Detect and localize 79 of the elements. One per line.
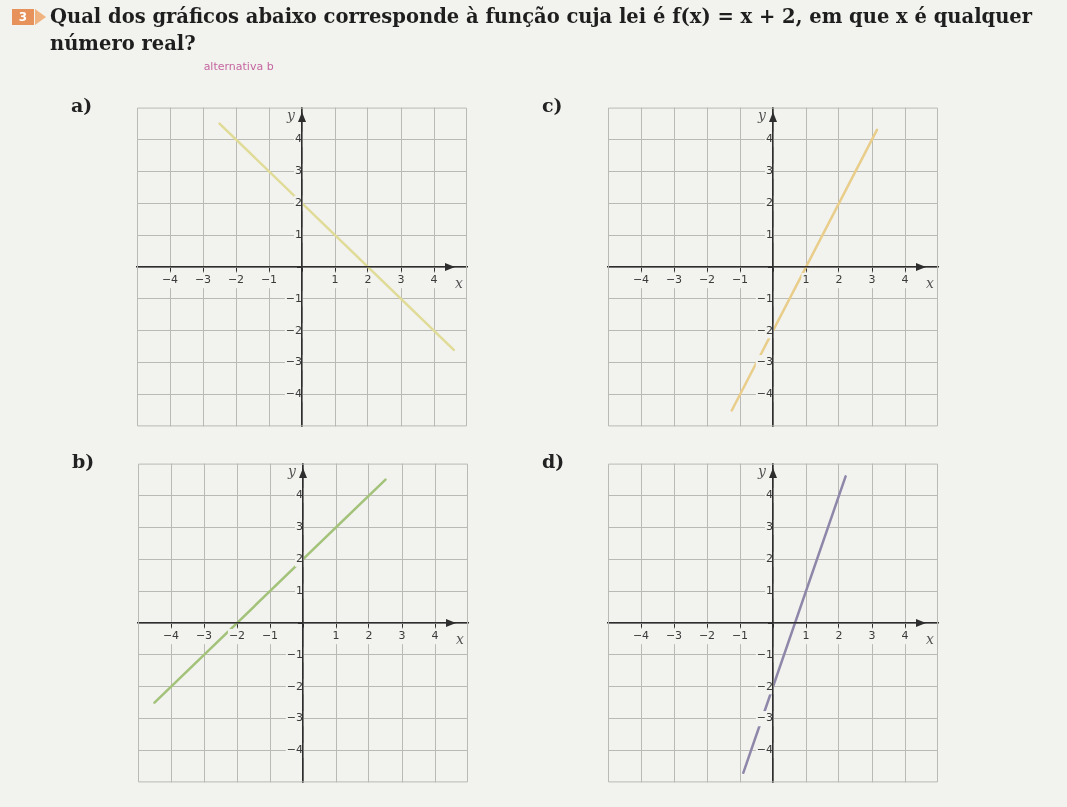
- y-axis-title: y: [286, 107, 297, 124]
- y-tick-label: 2: [766, 552, 773, 566]
- chart-title: d): [542, 450, 565, 472]
- y-tick-label: −2: [285, 323, 302, 337]
- y-tick-label: 1: [766, 583, 773, 597]
- y-tick-label: −3: [285, 355, 302, 369]
- y-tick-label: −1: [756, 647, 773, 661]
- x-tick-label: −4: [162, 629, 180, 643]
- chart-title: c): [542, 94, 563, 116]
- y-tick-label: −3: [756, 355, 773, 369]
- x-tick-label: −1: [260, 273, 278, 287]
- x-tick-label: −3: [665, 629, 683, 643]
- x-tick-label: −1: [731, 629, 749, 643]
- x-axis-title: x: [926, 630, 935, 647]
- x-tick-label: 1: [331, 273, 339, 287]
- y-tick-label: −1: [286, 647, 303, 661]
- y-tick-label: 4: [766, 488, 773, 502]
- y-tick-label: −2: [756, 679, 773, 693]
- x-tick-label: −4: [161, 273, 179, 287]
- x-tick-label: −2: [227, 273, 245, 287]
- x-tick-label: −3: [194, 273, 212, 287]
- x-tick-label: −3: [665, 273, 683, 287]
- y-tick-label: 1: [295, 227, 302, 241]
- x-tick-label: 1: [802, 273, 810, 287]
- x-tick-label: −1: [731, 273, 749, 287]
- y-axis-title: y: [757, 107, 768, 124]
- y-tick-label: −4: [285, 387, 302, 401]
- x-tick-label: −2: [698, 273, 716, 287]
- x-tick-label: 3: [398, 629, 406, 643]
- y-axis-title: y: [757, 463, 768, 480]
- y-tick-label: 4: [295, 132, 302, 146]
- x-tick-label: −4: [632, 629, 650, 643]
- x-tick-label: 2: [835, 273, 843, 287]
- y-tick-label: 1: [766, 227, 773, 241]
- text: alternativa b: [203, 60, 274, 73]
- x-tick-label: 4: [430, 273, 438, 287]
- y-tick-label: 3: [766, 520, 773, 534]
- y-tick-label: −2: [756, 323, 773, 337]
- y-tick-label: 2: [296, 552, 303, 566]
- x-tick-label: 4: [901, 629, 909, 643]
- y-tick-label: 4: [296, 488, 303, 502]
- x-tick-label: 2: [365, 629, 373, 643]
- y-tick-label: −3: [286, 711, 303, 725]
- x-axis-title: x: [455, 274, 464, 291]
- x-tick-label: 1: [802, 629, 810, 643]
- y-tick-label: 3: [296, 520, 303, 534]
- x-tick-label: 4: [901, 273, 909, 287]
- x-tick-label: 4: [431, 629, 439, 643]
- x-tick-label: −2: [698, 629, 716, 643]
- y-tick-label: 2: [766, 196, 773, 210]
- y-tick-label: −3: [756, 711, 773, 725]
- y-tick-label: −4: [756, 387, 773, 401]
- x-tick-label: 2: [364, 273, 372, 287]
- chart-title: a): [71, 94, 93, 116]
- x-tick-label: 3: [868, 629, 876, 643]
- y-tick-label: −4: [286, 743, 303, 757]
- text: 3: [12, 9, 34, 25]
- y-tick-label: −2: [286, 679, 303, 693]
- chart-title: b): [72, 450, 95, 472]
- y-tick-label: −1: [285, 291, 302, 305]
- y-tick-label: −4: [756, 743, 773, 757]
- y-tick-label: −1: [756, 291, 773, 305]
- x-axis-title: x: [456, 630, 465, 647]
- x-tick-label: 1: [332, 629, 340, 643]
- x-tick-label: −1: [261, 629, 279, 643]
- y-tick-label: 3: [766, 164, 773, 178]
- x-tick-label: −3: [195, 629, 213, 643]
- x-tick-label: 3: [868, 273, 876, 287]
- y-tick-label: 1: [296, 583, 303, 597]
- x-tick-label: −4: [632, 273, 650, 287]
- x-tick-label: 3: [397, 273, 405, 287]
- x-tick-label: 2: [835, 629, 843, 643]
- x-axis-title: x: [926, 274, 935, 291]
- y-axis-title: y: [287, 463, 298, 480]
- y-tick-label: 4: [766, 132, 773, 146]
- x-tick-label: −2: [228, 629, 246, 643]
- text: Qual dos gráficos abaixo corresponde à função cuja lei é f(x) = x + 2, em que x é qualquer número real?: [50, 5, 1033, 55]
- y-tick-label: 2: [295, 196, 302, 210]
- y-tick-label: 3: [295, 164, 302, 178]
